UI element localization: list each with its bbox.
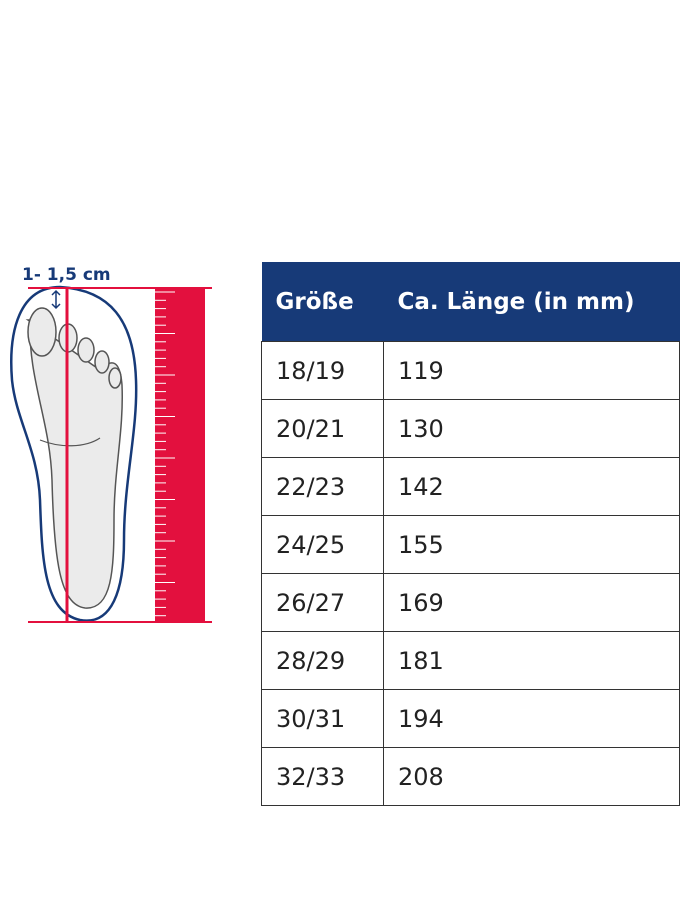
gap-arrow	[51, 289, 61, 310]
length-cell: 142	[383, 457, 680, 516]
ruler	[155, 288, 205, 622]
table-row: 30/31 194	[261, 689, 680, 748]
table-row: 24/25 155	[261, 515, 680, 574]
table-row: 20/21 130	[261, 399, 680, 458]
table-row: 28/29 181	[261, 631, 680, 690]
table-row: 22/23 142	[261, 457, 680, 516]
size-cell: 28/29	[261, 631, 384, 690]
length-cell: 194	[383, 689, 680, 748]
measurement-label: 1- 1,5 cm	[22, 265, 111, 285]
size-cell: 30/31	[261, 689, 384, 748]
header-row: Größe Ca. Länge (in mm)	[261, 262, 680, 342]
table-row: 26/27 169	[261, 573, 680, 632]
length-cell: 208	[383, 747, 680, 806]
size-cell: 18/19	[261, 341, 384, 400]
foot-illustration: 1- 1,5 cm	[10, 265, 212, 623]
foot-sole	[25, 319, 124, 609]
length-cell: 155	[383, 515, 680, 574]
size-cell: 22/23	[261, 457, 384, 516]
length-cell: 169	[383, 573, 680, 632]
length-cell: 181	[383, 631, 680, 690]
toes	[27, 307, 122, 389]
table-row: 18/19 119	[261, 341, 680, 400]
size-cell: 24/25	[261, 515, 384, 574]
size-table: Größe Ca. Länge (in mm) 18/19 119 20/21 130 2…	[261, 262, 680, 806]
size-cell: 20/21	[261, 399, 384, 458]
length-cell: 119	[383, 341, 680, 400]
header-cell: Größe	[261, 262, 384, 342]
length-cell: 130	[383, 399, 680, 458]
ruler-ticks	[155, 291, 175, 617]
size-cell: 26/27	[261, 573, 384, 632]
size-cell: 32/33	[261, 747, 384, 806]
header-cell: Ca. Länge (in mm)	[383, 262, 680, 342]
table-row: 32/33 208	[261, 747, 680, 806]
arch-line	[39, 437, 101, 447]
